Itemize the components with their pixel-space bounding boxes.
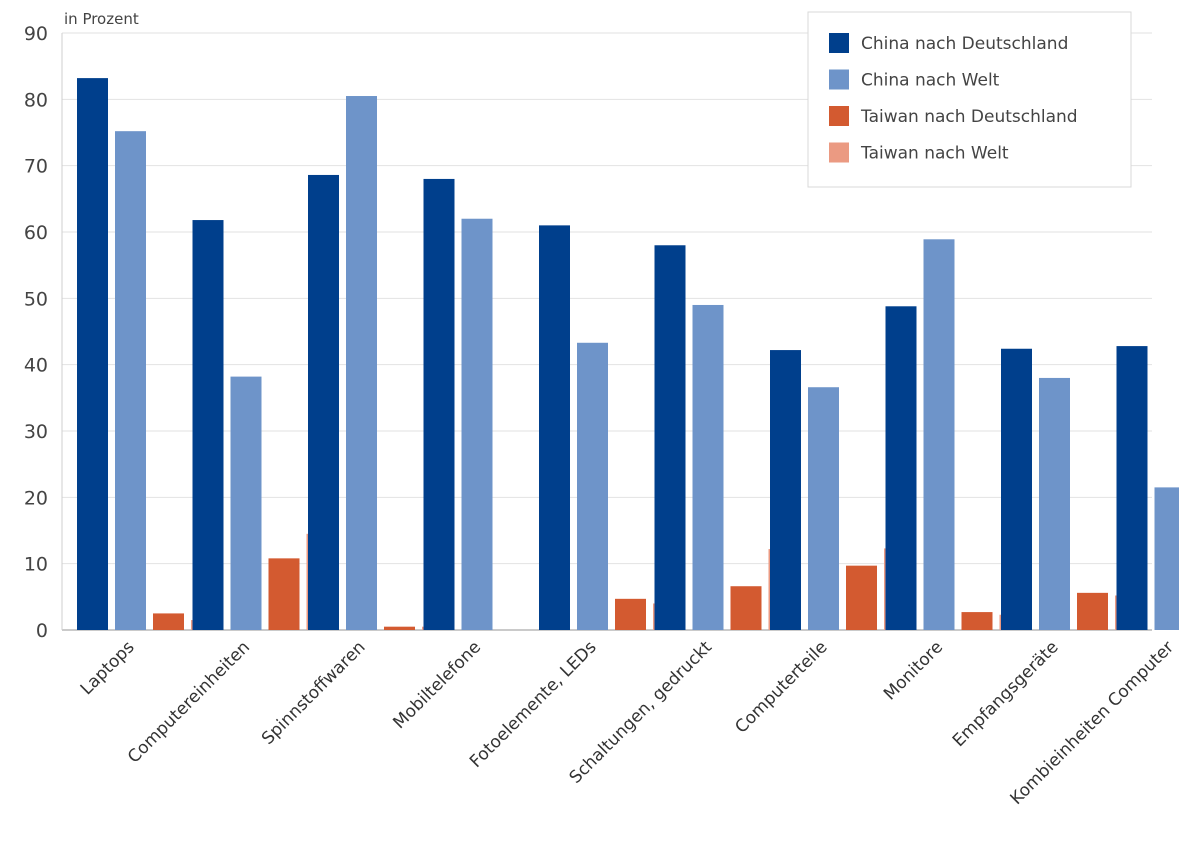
y-tick-label: 50	[24, 288, 48, 310]
bar	[423, 178, 455, 630]
y-tick-label: 80	[24, 89, 48, 111]
bar	[384, 626, 415, 630]
x-tick-label: Empfangsgeräte	[949, 637, 1063, 751]
y-axis-ticks: 0 10 20 30 40 50 60 70 80 90	[24, 23, 48, 642]
x-tick-label: Laptops	[77, 637, 139, 699]
legend-swatch	[829, 33, 849, 53]
legend: China nach Deutschland China nach Welt Tai…	[807, 11, 1132, 188]
bars	[77, 78, 1179, 631]
y-tick-label: 10	[24, 554, 48, 576]
y-tick-label: 70	[24, 156, 48, 178]
bar	[115, 131, 146, 630]
bar	[1039, 377, 1070, 630]
bar	[153, 613, 184, 630]
y-tick-label: 30	[24, 421, 48, 443]
bar	[539, 225, 570, 630]
y-tick-label: 60	[24, 222, 48, 244]
unit-label: in Prozent	[64, 10, 139, 28]
bar	[308, 174, 339, 630]
bar	[77, 78, 108, 630]
bar	[808, 387, 839, 630]
bar	[230, 376, 262, 630]
bar	[268, 558, 300, 630]
x-tick-label: Spinnstoffwaren	[258, 637, 369, 748]
y-tick-label: 20	[24, 487, 48, 509]
bar	[1154, 487, 1179, 630]
legend-label: Taiwan nach Deutschland	[860, 107, 1078, 127]
bar	[770, 350, 801, 630]
bar	[692, 304, 724, 630]
bar	[885, 306, 917, 630]
legend-label: Taiwan nach Welt	[860, 144, 1009, 164]
bar	[346, 96, 377, 631]
x-tick-label: Computereinheiten	[124, 637, 254, 767]
bar	[654, 245, 686, 630]
bar	[192, 220, 224, 630]
legend-label: China nach Deutschland	[861, 34, 1068, 54]
legend-swatch	[829, 142, 849, 163]
y-tick-label: 0	[36, 620, 48, 642]
bar	[1001, 348, 1032, 630]
legend-box	[807, 11, 1132, 188]
bar	[1116, 346, 1148, 630]
legend-label: China nach Welt	[861, 71, 1000, 91]
y-tick-label: 90	[24, 23, 48, 45]
bar	[1077, 592, 1108, 630]
x-tick-label: Mobiltelefone	[389, 637, 485, 733]
bar	[577, 342, 608, 630]
bar	[461, 218, 493, 630]
bar	[846, 565, 877, 630]
x-tick-label: Computerteile	[731, 637, 831, 737]
bar	[730, 586, 762, 630]
x-tick-label: Fotoelemente, LEDs	[466, 637, 601, 772]
bar	[961, 612, 993, 630]
bar	[615, 598, 646, 630]
y-tick-label: 40	[24, 355, 48, 377]
legend-swatch	[829, 106, 849, 126]
bar	[923, 239, 955, 630]
legend-swatch	[829, 69, 849, 90]
x-tick-label: Monitore	[880, 637, 947, 704]
